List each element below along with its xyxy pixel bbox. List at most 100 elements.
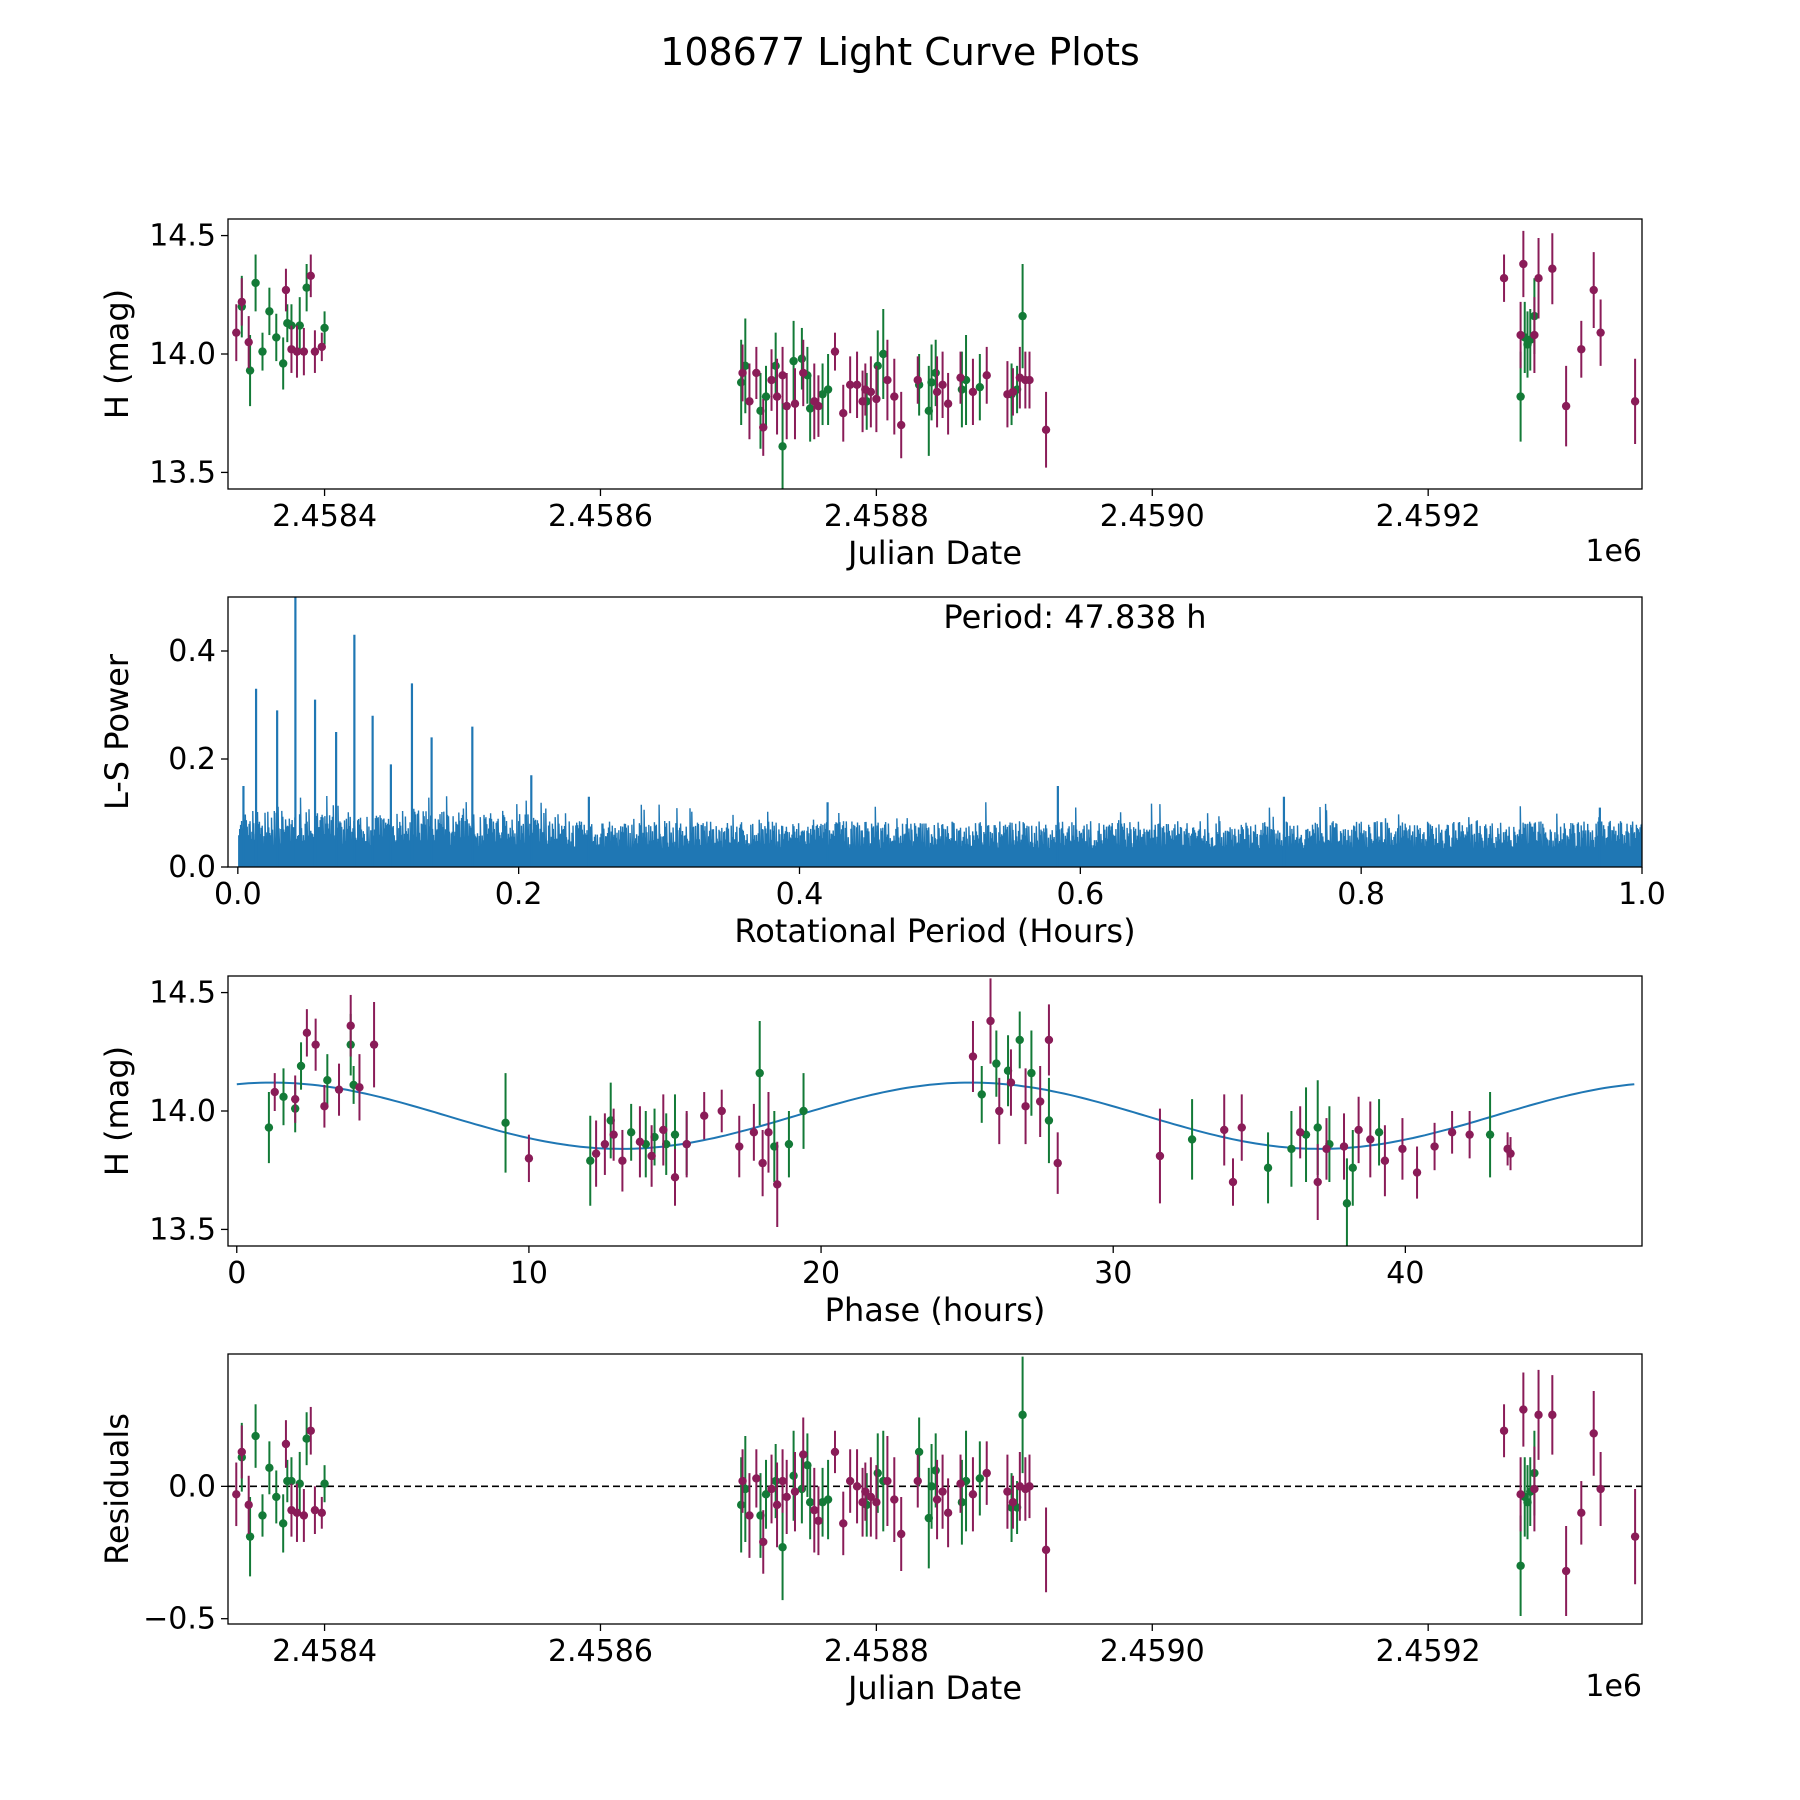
green-data-point [957,1498,967,1507]
purple-data-point [1155,1151,1165,1161]
x-tick-label: 20 [802,1256,840,1291]
purple-data-point [1021,1102,1030,1111]
purple-data-point [1548,264,1557,273]
green-data-point [296,1061,306,1071]
purple-data-point [292,1508,302,1518]
purple-data-point [1630,397,1640,406]
purple-data-point [861,1487,870,1496]
purple-data-point [237,1447,246,1457]
purple-data-point [306,1426,315,1435]
purple-data-point [647,1151,656,1161]
purple-data-point [1530,1484,1539,1494]
axes-frame [227,596,1643,868]
y-axis-label: H (mag) [98,289,136,419]
x-offset-label: 1e6 [1585,1669,1642,1704]
x-offset-label: 1e6 [1585,534,1642,569]
y-axis-label: H (mag) [98,1046,136,1176]
purple-data-point [897,1529,906,1539]
purple-data-point [830,347,840,356]
purple-data-point [735,1142,744,1151]
purple-data-point [659,1125,668,1135]
purple-data-point [1006,1078,1016,1087]
periodogram-noise-line [237,795,1642,867]
green-data-point [1287,1144,1296,1154]
purple-data-point [956,1479,965,1488]
purple-data-point [334,1085,344,1094]
green-data-point [823,385,833,394]
purple-data-point [778,1476,787,1486]
green-data-point [818,390,827,399]
purple-data-point [635,1137,645,1146]
green-data-point [265,1463,274,1473]
axes-frame [227,1353,1643,1625]
green-data-point [586,1156,595,1165]
chart-phased: 0 10 20 30 40 13.5 14.0 14.5 Phase (hours) H (mag… [98,975,1643,1329]
purple-data-point [938,1487,947,1496]
x-tick-label: 0.6 [1056,877,1104,912]
x-tick-label: 2.4590 [1100,1634,1205,1669]
x-tick-label: 2.4584 [272,499,377,534]
y-tick-label: −0.5 [143,1602,216,1637]
purple-data-point [1053,1158,1062,1168]
y-tick-label: 14.0 [149,1094,216,1129]
purple-data-point [302,1028,312,1038]
x-axis-label: Julian Date [846,1669,1022,1707]
purple-data-point [749,1128,759,1137]
purple-data-point [346,1021,355,1030]
y-axis-label: Residuals [98,1413,136,1565]
green-data-point [1348,1163,1357,1173]
purple-data-point [1596,328,1605,337]
purple-data-point [1398,1144,1407,1154]
purple-data-point [682,1139,691,1149]
purple-data-point [759,1537,768,1547]
green-data-point [879,349,888,359]
purple-data-point [810,1505,819,1515]
purple-data-point [968,1052,978,1061]
sinusoid-fit-line [236,1081,1635,1150]
y-tick-label: 0.0 [168,850,216,885]
purple-data-point [839,1519,848,1528]
green-data-point [736,378,746,387]
green-data-point [789,1471,798,1480]
green-data-point [797,354,807,363]
purple-data-point [782,1492,791,1502]
purple-data-point [1220,1125,1229,1135]
purple-data-point [232,328,241,337]
purple-data-point [1430,1142,1439,1151]
purple-data-point [932,1495,942,1504]
green-data-point [278,1519,288,1528]
purple-data-point [600,1139,610,1149]
purple-data-point [700,1111,709,1120]
y-tick-label: 14.5 [149,976,216,1011]
purple-data-point [883,1476,892,1486]
green-data-point [1516,392,1525,401]
green-data-point [761,1490,771,1499]
purple-data-point [913,375,922,385]
purple-data-point [609,1130,618,1139]
x-tick-label: 2.4584 [272,1634,377,1669]
green-data-point [927,378,936,387]
purple-data-point [799,368,808,378]
green-data-point [287,321,296,330]
x-axis-label: Rotational Period (Hours) [734,912,1135,950]
purple-data-point [310,1505,320,1515]
purple-data-point [299,1511,309,1520]
x-tick-label: 30 [1094,1256,1132,1291]
green-data-point [670,1130,680,1139]
axes-frame [227,975,1643,1247]
purple-data-point [830,1447,840,1457]
purple-data-point [310,347,320,356]
green-data-point [278,359,288,368]
green-data-point [251,278,260,288]
x-tick-label: 1.0 [1618,877,1666,912]
purple-data-point [956,373,965,382]
purple-data-point [1237,1123,1246,1132]
x-tick-label: 2.4586 [548,499,653,534]
purple-data-point [1561,1566,1571,1576]
green-data-point [1485,1130,1495,1139]
purple-data-point [1534,1410,1543,1420]
plot-area-residuals [228,1356,1642,1617]
green-data-point [320,323,329,333]
purple-data-point [1506,1149,1515,1158]
